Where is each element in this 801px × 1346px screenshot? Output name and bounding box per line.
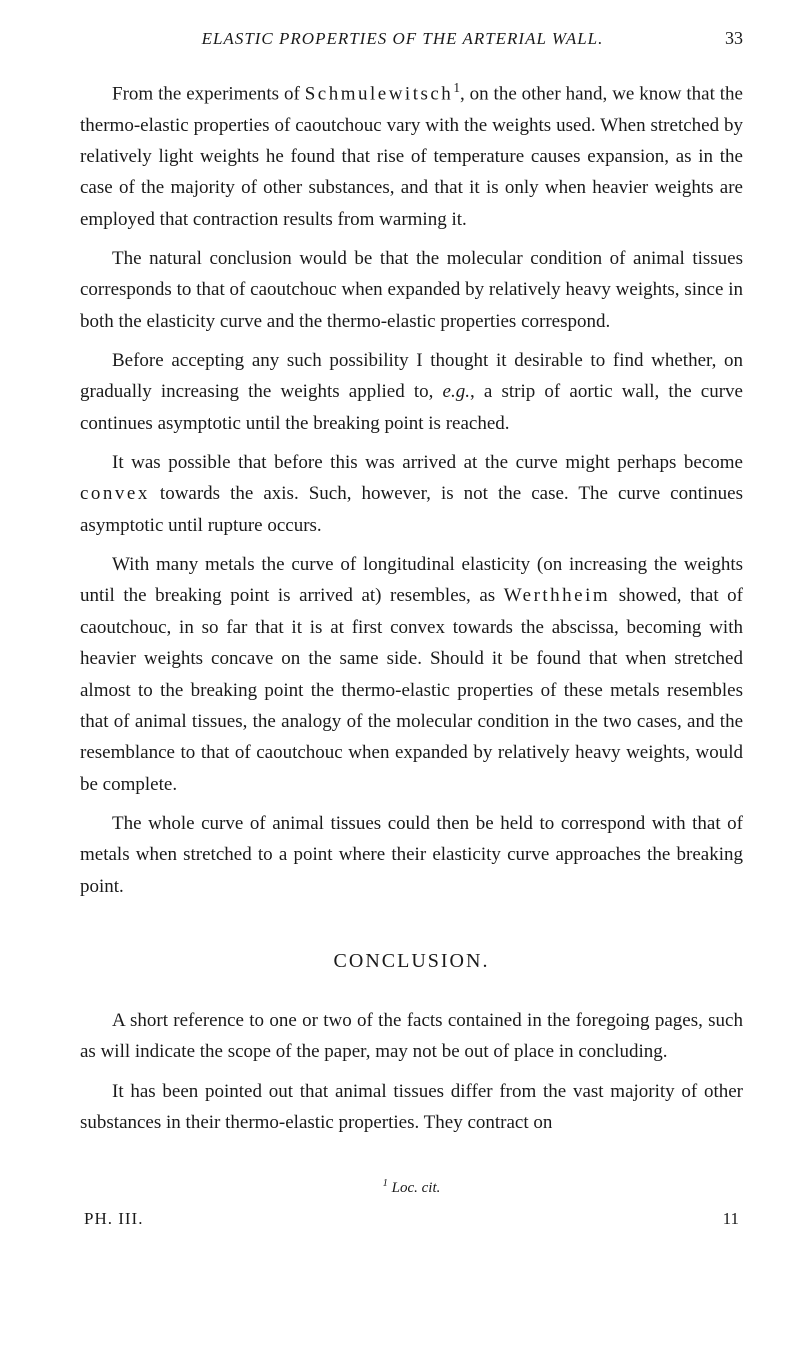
paragraph-6: The whole curve of animal tissues could … [80,808,743,902]
paragraph-2: The natural conclusion would be that the… [80,243,743,337]
footer-signature: PH. III. [84,1209,143,1229]
body-text: , on the other hand, we know that the th… [80,83,743,229]
page-number: 33 [725,28,743,49]
body-text: It was possible that before this was arr… [112,452,743,473]
section-heading-conclusion: CONCLUSION. [80,950,743,973]
running-title: ELASTIC PROPERTIES OF THE ARTERIAL WALL. [100,29,705,49]
page-header: ELASTIC PROPERTIES OF THE ARTERIAL WALL.… [80,28,743,49]
person-name-schmulewitsch: Schmulewitsch [305,83,454,104]
latin-abbrev: e.g. [443,381,470,402]
paragraph-3: Before accepting any such possibility I … [80,345,743,439]
paragraph-7: A short reference to one or two of the f… [80,1005,743,1068]
person-name-werthheim: Werthheim [504,585,610,606]
footnote-number: 1 [383,1178,388,1189]
paragraph-4: It was possible that before this was arr… [80,447,743,541]
footnote: 1 Loc. cit. [80,1178,743,1197]
body-text: showed, that of caoutchouc, in so far th… [80,585,743,794]
body-text: towards the axis. Such, however, is not … [80,483,743,535]
paragraph-5: With many metals the curve of longitudin… [80,549,743,800]
emphasized-word: convex [80,483,150,504]
footer-folio: 11 [723,1209,739,1229]
footnote-marker: 1 [453,80,460,95]
body-text: From the experiments of [112,83,305,104]
paragraph-1: From the experiments of Schmulewitsch1, … [80,77,743,235]
paragraph-8: It has been pointed out that animal tiss… [80,1076,743,1139]
footnote-text: Loc. cit. [392,1180,441,1196]
document-page: ELASTIC PROPERTIES OF THE ARTERIAL WALL.… [0,0,801,1289]
page-footer: PH. III. 11 [80,1209,743,1229]
